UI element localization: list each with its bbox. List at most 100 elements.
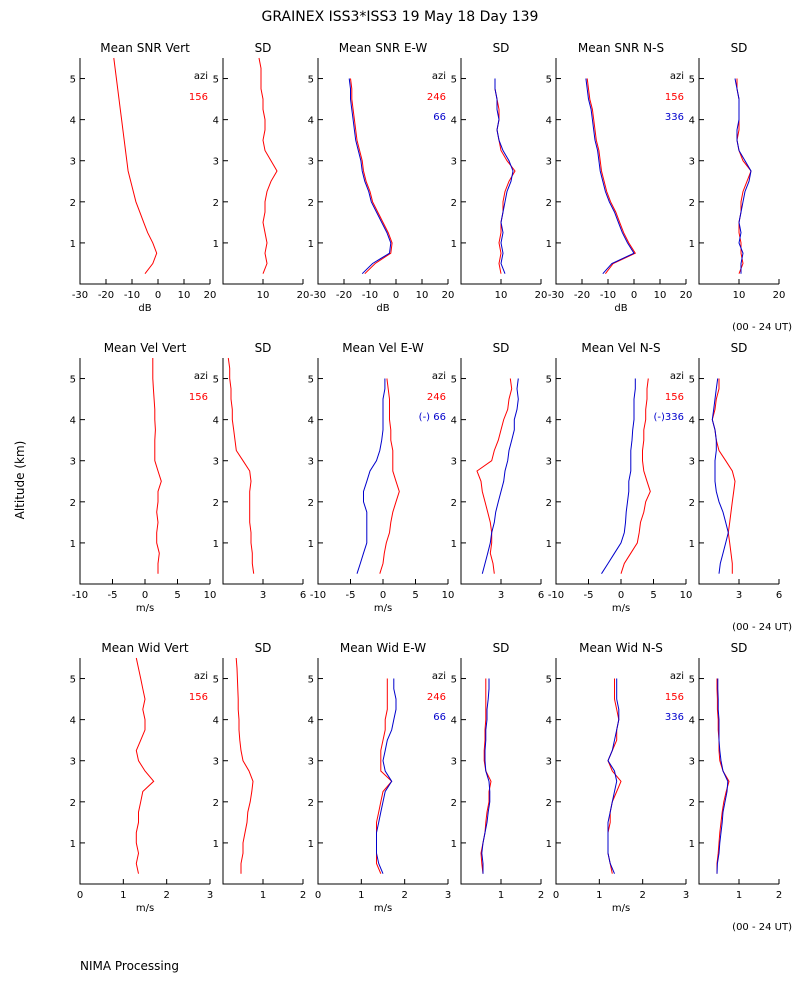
panel-title: SD — [255, 341, 272, 355]
series-line-blue — [481, 378, 519, 574]
y-tick-label: 4 — [689, 416, 695, 427]
ut-range-label: (00 - 24 UT) — [732, 922, 792, 933]
x-tick-label: -10 — [72, 590, 88, 601]
y-tick-label: 2 — [451, 498, 457, 509]
x-axis-unit-label: dB — [614, 303, 627, 314]
altitude-axis-label: Altitude (km) — [13, 441, 27, 520]
y-tick-label: 5 — [308, 675, 314, 686]
series-line-red — [620, 378, 651, 574]
x-tick-label: 1 — [736, 890, 742, 901]
y-tick-label: 2 — [70, 198, 76, 209]
ut-range-label: (00 - 24 UT) — [732, 322, 792, 333]
y-tick-label: 4 — [213, 416, 219, 427]
y-tick-label: 5 — [546, 75, 552, 86]
series-line-red — [607, 678, 622, 874]
panel-1-5: Mean SNR N-S 1 2 3 4 5 -30 -20 -10 0 10 20 dB azi 156 3… — [546, 41, 693, 314]
y-tick-label: 3 — [689, 457, 695, 468]
y-tick-label: 1 — [308, 539, 314, 550]
panel-title: SD — [255, 41, 272, 55]
legend-azi-heading: azi — [432, 71, 446, 82]
panel-axes — [698, 658, 779, 885]
panel-axes — [460, 58, 541, 285]
legend-azimuth-red: 246 — [427, 692, 446, 703]
x-tick-label: -5 — [584, 590, 594, 601]
x-axis-unit-label: dB — [376, 303, 389, 314]
panel-row-3: Mean Wid Vert 1 2 3 4 5 0 1 2 3 m/s azi 156 SD 1 2 3 4 5 1 2… — [70, 641, 792, 933]
y-tick-label: 4 — [70, 416, 76, 427]
panel-axes — [222, 358, 303, 585]
legend-azi-heading: azi — [194, 71, 208, 82]
panel-title: SD — [731, 641, 748, 655]
panel-1-4: SD 1 2 3 4 5 10 20 — [451, 41, 548, 301]
legend-azi-heading: azi — [670, 371, 684, 382]
series-line-blue — [376, 678, 397, 874]
x-tick-label: 20 — [773, 290, 786, 301]
y-tick-label: 3 — [546, 457, 552, 468]
y-tick-label: 1 — [451, 539, 457, 550]
panel-3-6: SD 1 2 3 4 5 1 2 — [689, 641, 783, 901]
y-tick-label: 3 — [451, 757, 457, 768]
x-tick-label: 2 — [401, 890, 407, 901]
legend-azimuth-red: 156 — [665, 692, 684, 703]
x-tick-label: 10 — [495, 290, 508, 301]
x-tick-label: -30 — [548, 290, 564, 301]
y-tick-label: 2 — [213, 498, 219, 509]
y-tick-label: 2 — [546, 498, 552, 509]
series-line-blue — [607, 678, 620, 874]
series-line-blue — [601, 378, 636, 574]
panel-axes — [460, 358, 541, 585]
y-tick-label: 4 — [213, 116, 219, 127]
series-line-blue — [585, 78, 635, 275]
x-tick-label: 10 — [204, 590, 217, 601]
x-tick-label: 0 — [553, 890, 559, 901]
x-axis-unit-label: m/s — [612, 903, 630, 914]
panel-axes — [460, 658, 541, 885]
x-axis-unit-label: dB — [138, 303, 151, 314]
y-tick-label: 5 — [70, 675, 76, 686]
series-line-red — [135, 657, 155, 874]
x-axis-unit-label: m/s — [374, 603, 392, 614]
y-tick-label: 3 — [308, 757, 314, 768]
panel-title: Mean Vel Vert — [104, 341, 187, 355]
y-tick-label: 4 — [689, 716, 695, 727]
series-line-red — [716, 678, 730, 874]
x-tick-label: 5 — [412, 590, 418, 601]
y-tick-label: 1 — [70, 839, 76, 850]
y-tick-label: 4 — [213, 716, 219, 727]
legend-azimuth-red: 246 — [427, 392, 446, 403]
y-tick-label: 4 — [451, 716, 457, 727]
panel-axes — [222, 58, 303, 285]
y-tick-label: 5 — [70, 375, 76, 386]
y-tick-label: 3 — [213, 457, 219, 468]
legend-azimuth-red: 156 — [189, 92, 208, 103]
panel-title: Mean SNR Vert — [100, 41, 190, 55]
panel-axes — [698, 358, 779, 585]
x-tick-label: -10 — [310, 590, 326, 601]
x-tick-label: 5 — [650, 590, 656, 601]
x-tick-label: 10 — [442, 590, 455, 601]
y-tick-label: 1 — [308, 239, 314, 250]
x-tick-label: 2 — [776, 890, 782, 901]
legend-azimuth-blue: (-) 66 — [419, 412, 446, 423]
y-tick-label: 4 — [689, 116, 695, 127]
panel-title: SD — [255, 641, 272, 655]
x-tick-label: 3 — [260, 590, 266, 601]
panel-2-6: SD 1 2 3 4 5 3 6 — [689, 341, 783, 601]
x-tick-label: -20 — [98, 290, 114, 301]
x-tick-label: 3 — [445, 890, 451, 901]
y-tick-label: 5 — [451, 675, 457, 686]
footer-processing-label: NIMA Processing — [80, 959, 179, 973]
y-tick-label: 5 — [213, 375, 219, 386]
y-tick-label: 1 — [689, 539, 695, 550]
y-tick-label: 3 — [546, 157, 552, 168]
x-tick-label: 2 — [538, 890, 544, 901]
legend-azimuth-red: 156 — [189, 692, 208, 703]
y-tick-label: 5 — [689, 375, 695, 386]
y-tick-label: 4 — [308, 416, 314, 427]
x-tick-label: -20 — [574, 290, 590, 301]
legend-azimuth-red: 246 — [427, 92, 446, 103]
y-tick-label: 3 — [546, 757, 552, 768]
y-tick-label: 3 — [213, 157, 219, 168]
